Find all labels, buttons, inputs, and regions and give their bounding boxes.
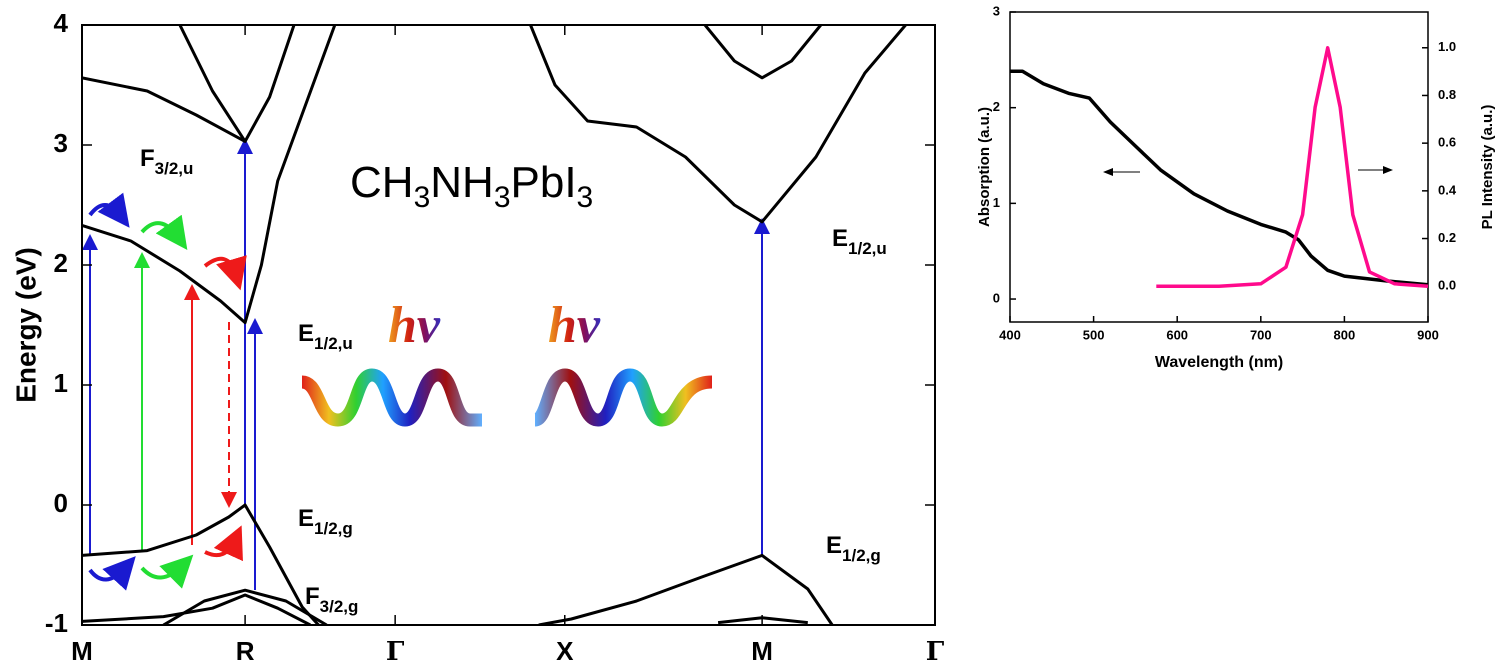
x-tick-label: Γ [926,637,945,667]
x-tick-label: R [236,636,255,666]
state-subscript: 1/2,g [842,546,881,565]
y-tick-label: 1 [54,368,68,398]
x-tick-label: Γ [386,637,405,667]
formula-subscript: 3 [577,181,594,214]
state-letter: F [140,145,155,172]
photon-label: hv [548,297,601,354]
y2-tick-label: 0.0 [1438,278,1456,293]
band-line [82,503,320,625]
y-tick-label: -1 [45,608,68,638]
y2-tick-label: 1.0 [1438,39,1456,54]
y-tick-label: 0 [54,488,68,518]
y2-tick-label: 0.8 [1438,87,1456,102]
band-line [178,25,247,143]
band-line [82,593,311,625]
x-tick-label: 900 [1417,327,1439,342]
y-axis-label: Absorption (a.u.) [976,107,993,227]
band-line [538,553,834,625]
x-tick-label: 800 [1334,327,1356,342]
state-subscript: 3/2,g [320,597,359,616]
formula-subscript: 3 [494,181,511,214]
y2-axis-label: PL Intensity (a.u.) [1479,105,1496,230]
y-tick-label: 3 [993,3,1000,18]
state-subscript: 3/2,u [155,159,194,178]
x-tick-label: 700 [1250,327,1272,342]
y-tick-label: 2 [54,248,68,278]
state-letter: E [298,505,314,532]
y2-tick-label: 0.2 [1438,230,1456,245]
band-line [703,25,822,80]
y2-tick-label: 0.6 [1438,135,1456,150]
x-tick-label: 600 [1166,327,1188,342]
x-tick-label: M [751,636,773,666]
state-subscript: 1/2,u [314,334,353,353]
y-tick-label: 3 [54,128,68,158]
state-label: E1/2,u [832,225,887,258]
state-label: E1/2,g [298,505,353,538]
formula-part: CH [350,158,414,207]
x-tick-label: M [71,636,93,666]
y-tick-label: 4 [54,8,69,38]
plot-frame [1009,11,1429,323]
plot-frame [81,24,936,626]
state-letter: E [832,225,848,252]
formula-title: CH3NH3PbI3 [350,158,593,214]
x-axis-label: Wavelength (nm) [1155,354,1283,371]
y-tick-label: 0 [993,290,1000,305]
y-tick-label: 2 [993,99,1000,114]
x-tick-label: X [556,636,574,666]
state-label: E1/2,g [826,532,881,565]
state-letter: E [826,532,842,559]
band-line [1156,46,1429,288]
state-label: F3/2,g [305,583,358,616]
formula-part: NH [430,158,494,207]
x-tick-label: 400 [999,327,1021,342]
band-line [529,25,907,224]
y2-tick-label: 0.4 [1438,182,1457,197]
x-tick-label: 500 [1083,327,1105,342]
formula-subscript: 3 [414,181,431,214]
state-subscript: 1/2,u [848,239,887,258]
formula-part: PbI [511,158,577,207]
photon-label: hv [388,297,441,354]
band-line [717,616,808,625]
band-line [82,25,296,143]
state-subscript: 1/2,g [314,519,353,538]
y-tick-label: 1 [993,195,1000,210]
state-label: E1/2,u [298,320,353,353]
band-line [162,588,328,625]
transition-arrows [82,138,1393,591]
state-letter: E [298,320,314,347]
band-line [1010,69,1429,287]
state-label: F3/2,u [140,145,193,178]
band-line [82,25,337,325]
y-axis-label: Energy (eV) [10,247,41,403]
state-letter: F [305,583,320,610]
